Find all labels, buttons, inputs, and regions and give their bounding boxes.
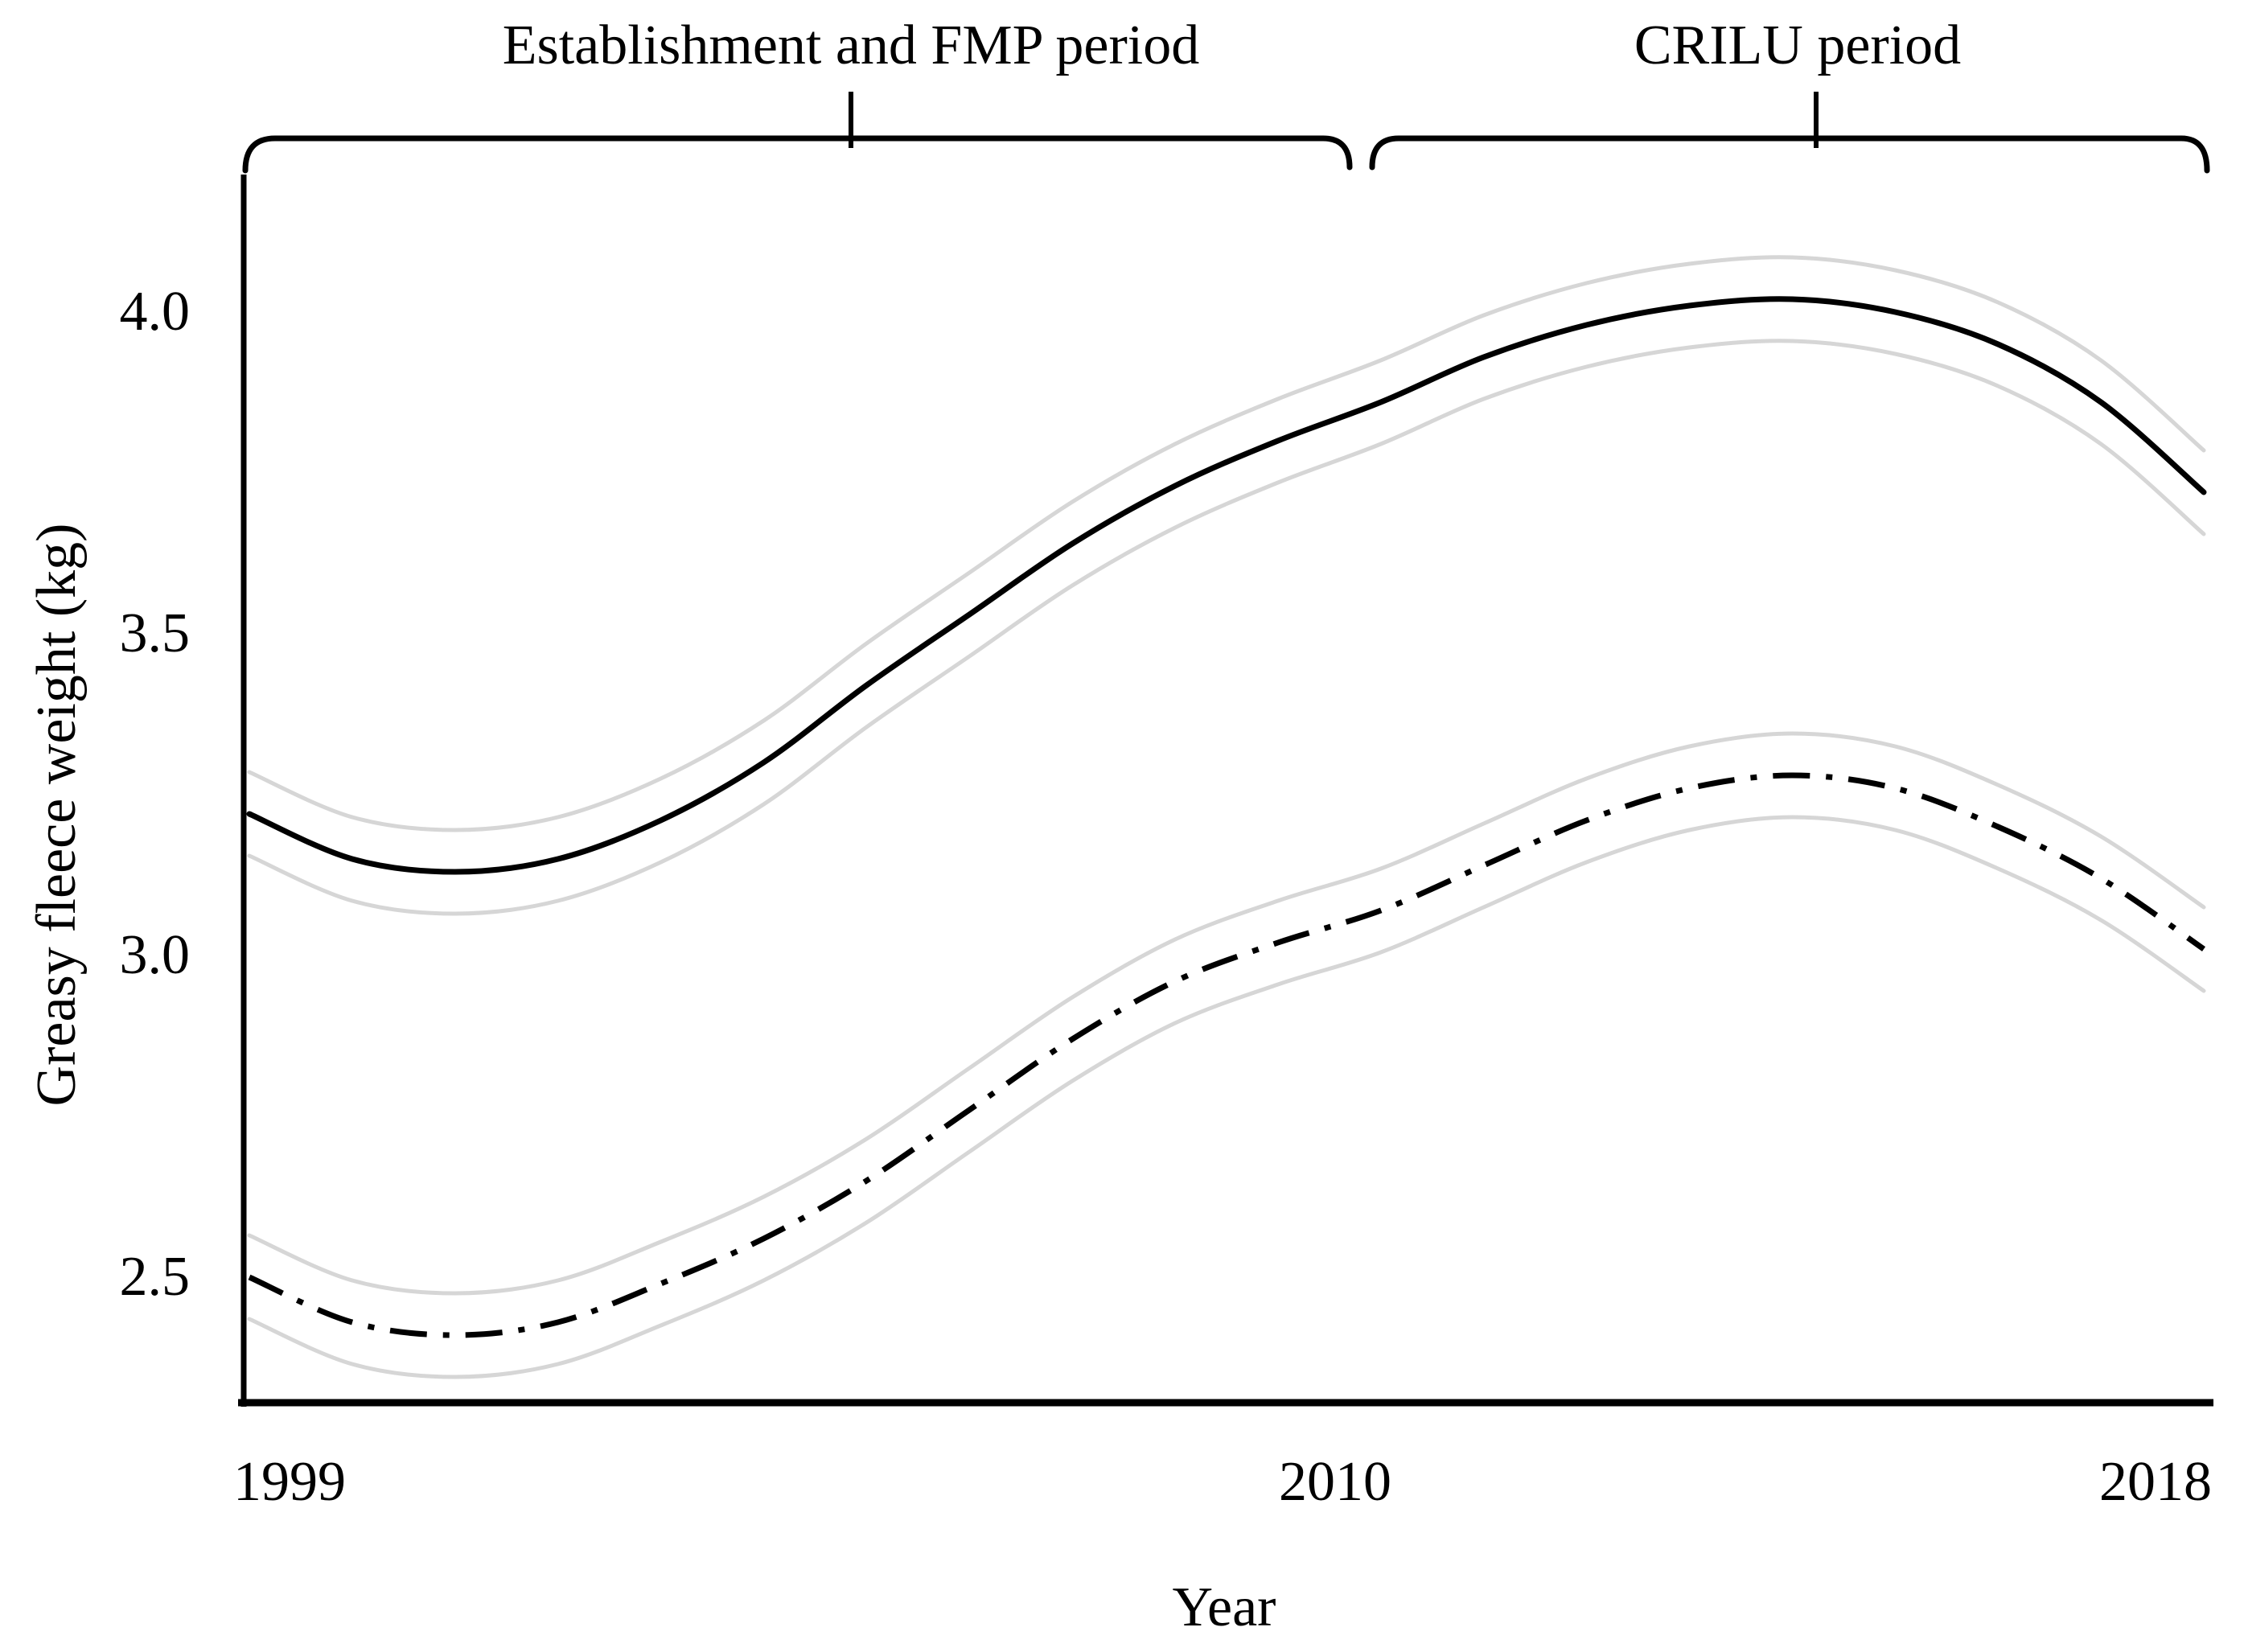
y-tick-label-3-0: 3.0 xyxy=(119,924,191,986)
confidence-band-upper-dash-dot xyxy=(247,731,2206,1296)
y-axis-title: Greasy fleece weight (kg) xyxy=(26,523,88,1107)
trend-line-solid xyxy=(246,296,2207,875)
bracket-line xyxy=(242,135,1353,174)
bracket-line xyxy=(1369,135,2210,174)
y-tick-label-4-0: 4.0 xyxy=(119,281,191,343)
x-tick-label-2018: 2018 xyxy=(2099,1451,2212,1513)
annotation-crilu-period: CRILU period xyxy=(1634,14,1962,76)
x-tick-label-2010: 2010 xyxy=(1279,1451,1391,1513)
series-solid xyxy=(246,255,2207,916)
trend-line-dash-dot xyxy=(248,772,2205,1338)
y-tick-label-2-5: 2.5 xyxy=(119,1246,191,1308)
x-axis-title: Year xyxy=(1172,1576,1276,1638)
period-bracket-establishment-fmp xyxy=(242,92,1353,174)
confidence-band-upper-solid xyxy=(247,255,2206,832)
period-bracket-crilu xyxy=(1369,92,2210,174)
y-tick-label-3-5: 3.5 xyxy=(119,602,191,664)
confidence-band-lower-dash-dot xyxy=(247,815,2206,1379)
annotation-establishment-fmp-period: Establishment and FMP period xyxy=(502,14,1200,76)
x-tick-label-1999: 1999 xyxy=(233,1451,346,1513)
series-dash-dot xyxy=(247,731,2206,1379)
confidence-band-lower-solid xyxy=(247,339,2206,916)
